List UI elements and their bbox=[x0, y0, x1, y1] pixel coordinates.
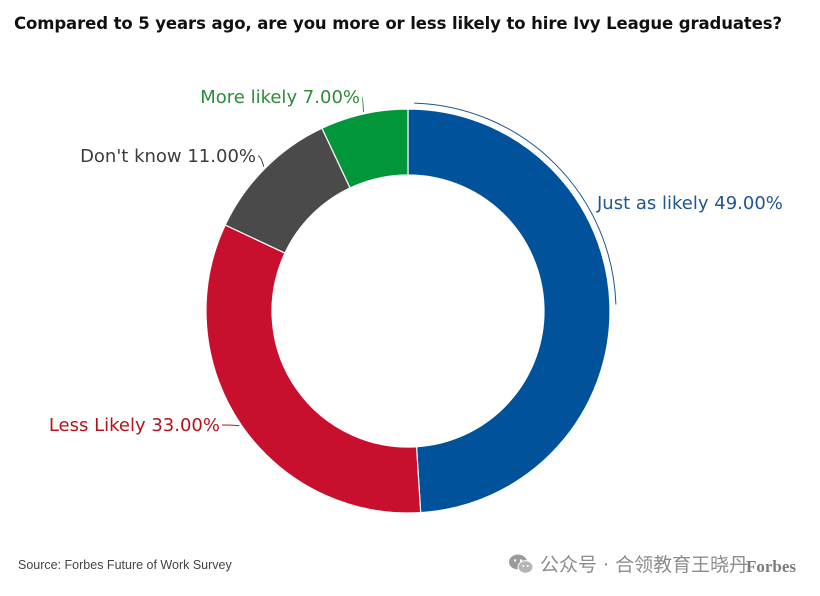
label-more-likely: More likely 7.00% bbox=[200, 87, 360, 108]
label-just-as-likely: Just as likely 49.00% bbox=[596, 193, 783, 214]
slice-less-likely bbox=[205, 224, 422, 514]
wechat-icon bbox=[509, 554, 534, 574]
slice-just-as-likely bbox=[407, 108, 611, 514]
label-leaders bbox=[221, 96, 617, 427]
source-note: Source: Forbes Future of Work Survey bbox=[18, 558, 232, 572]
forbes-logo: Forbes bbox=[746, 557, 797, 576]
slice-more-likely bbox=[321, 108, 409, 189]
leader-don-t-know bbox=[257, 155, 265, 167]
leader-just-as-likely bbox=[414, 102, 617, 305]
label-less-likely: Less Likely 33.00% bbox=[49, 415, 220, 436]
donut-slices bbox=[205, 108, 611, 514]
label-don-t-know: Don't know 11.00% bbox=[80, 146, 256, 167]
chart-title: Compared to 5 years ago, are you more or… bbox=[14, 14, 782, 33]
watermark: 公众号 · 合领教育王晓丹 bbox=[508, 550, 748, 577]
leader-more-likely bbox=[361, 96, 364, 112]
watermark-text: 公众号 · 合领教育王晓丹 bbox=[540, 554, 749, 576]
leader-less-likely bbox=[221, 424, 240, 427]
slice-labels: Just as likely 49.00% Less Likely 33.00% D… bbox=[49, 87, 783, 436]
